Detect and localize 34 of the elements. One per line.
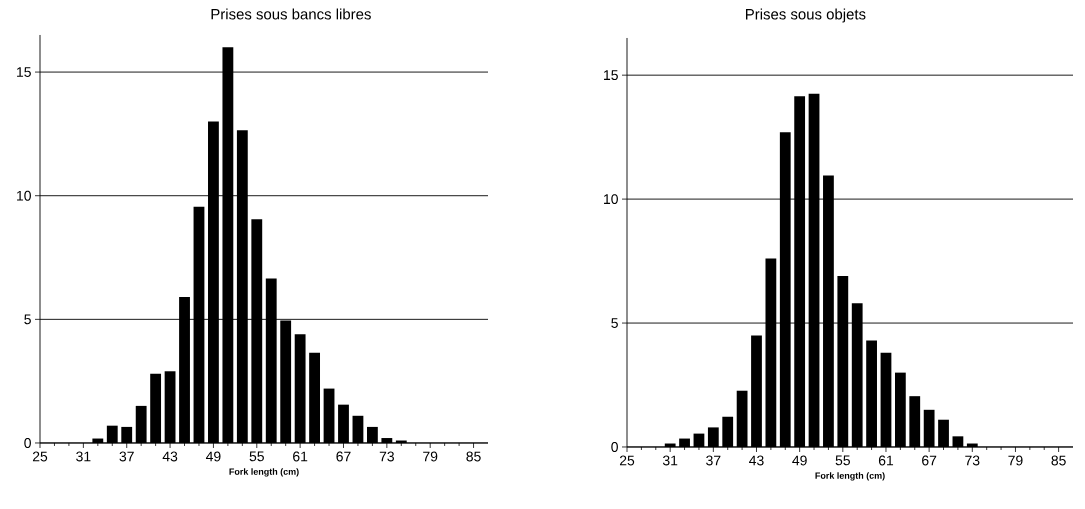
x-tick-label: 55 (835, 455, 850, 466)
y-tick-label: 15 (604, 70, 618, 81)
x-tick-label: 73 (379, 451, 394, 462)
y-tick-label: 10 (17, 190, 31, 201)
x-tick-label: 79 (1008, 455, 1023, 466)
y-tick-label: 5 (24, 314, 31, 325)
x-tick-label: 49 (205, 451, 221, 462)
chart-title: Prises sous bancs libres (211, 8, 371, 20)
x-tick-label: 49 (792, 455, 807, 466)
y-tick-label: 5 (611, 318, 618, 328)
y-tick-label: 10 (604, 194, 618, 205)
x-tick-label: 67 (336, 451, 351, 462)
x-tick-label: 73 (965, 455, 980, 466)
x-tick-label: 37 (119, 451, 134, 462)
x-tick-label: 61 (878, 455, 894, 466)
x-tick-label: 85 (466, 451, 481, 462)
y-tick-label: 0 (611, 442, 618, 452)
x-tick-label: 61 (293, 451, 308, 462)
x-tick-label: 31 (662, 455, 678, 466)
chart-title: Prises sous objets (745, 8, 866, 23)
x-axis-title: Fork length (cm) (229, 468, 299, 477)
x-tick-label: 43 (162, 451, 178, 462)
x-tick-label: 67 (922, 455, 937, 466)
x-tick-label: 79 (423, 451, 438, 462)
x-axis-title: Fork length (cm) (815, 472, 885, 481)
y-tick-label: 0 (24, 438, 31, 448)
x-tick-label: 55 (249, 451, 264, 462)
x-tick-label: 85 (1051, 455, 1066, 466)
x-tick-label: 43 (749, 455, 764, 466)
x-tick-label: 25 (619, 455, 635, 466)
y-tick-label: 15 (17, 67, 31, 77)
x-tick-label: 37 (706, 455, 721, 466)
x-tick-label: 25 (32, 451, 48, 462)
x-tick-label: 31 (76, 451, 91, 462)
